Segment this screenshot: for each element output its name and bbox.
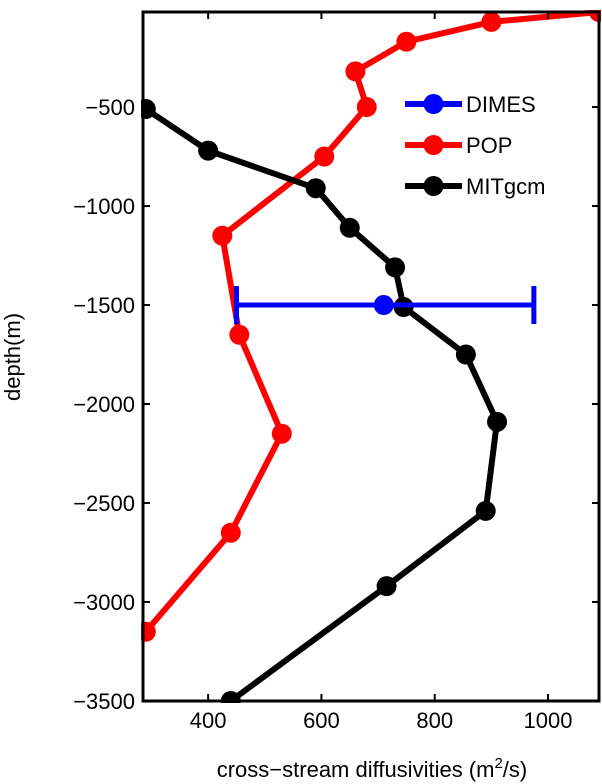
legend-swatch-marker bbox=[423, 94, 444, 114]
y-tick-label: −1000 bbox=[73, 194, 135, 219]
data-point-pop bbox=[212, 225, 233, 246]
y-tick-label: −2000 bbox=[73, 392, 135, 417]
legend-label: MITgcm bbox=[466, 174, 545, 199]
x-axis-label-sup: 2 bbox=[494, 755, 502, 772]
series-line-mitgcm bbox=[144, 106, 500, 703]
data-point-mitgcm bbox=[385, 257, 406, 278]
data-point-mitgcm bbox=[305, 178, 326, 199]
data-point-mitgcm bbox=[141, 99, 156, 120]
series-pop bbox=[141, 10, 601, 642]
axes-frame bbox=[141, 10, 601, 703]
data-point-pop bbox=[356, 97, 377, 118]
data-point-pop bbox=[345, 61, 366, 82]
data-point-pop bbox=[271, 423, 292, 444]
data-point-pop bbox=[314, 146, 335, 167]
data-point-dimes bbox=[373, 295, 394, 316]
plot-area bbox=[141, 10, 601, 703]
y-tick-label: −2500 bbox=[73, 491, 135, 516]
legend-swatch-marker bbox=[423, 176, 444, 196]
data-point-mitgcm bbox=[475, 500, 496, 521]
data-point-mitgcm bbox=[198, 140, 219, 161]
data-point-mitgcm bbox=[376, 576, 397, 597]
legend-item-dimes: DIMES bbox=[405, 92, 536, 117]
x-axis-ticks: 400 600 800 1000 bbox=[190, 12, 573, 733]
data-point-pop bbox=[229, 324, 250, 345]
y-axis-label: depth(m) bbox=[0, 313, 25, 401]
data-point-pop bbox=[481, 11, 502, 32]
x-tick-label: 1000 bbox=[524, 708, 573, 733]
series-dimes bbox=[233, 286, 537, 325]
y-tick-label: −1500 bbox=[73, 293, 135, 318]
legend-label: DIMES bbox=[466, 92, 536, 117]
y-tick-label: −3500 bbox=[73, 689, 135, 714]
data-point-mitgcm bbox=[455, 344, 476, 365]
legend-item-mitgcm: MITgcm bbox=[405, 174, 545, 199]
data-point-pop bbox=[396, 31, 417, 52]
x-tick-label: 600 bbox=[303, 708, 340, 733]
data-point-pop bbox=[141, 621, 156, 642]
legend-label: POP bbox=[466, 133, 512, 158]
series-mitgcm bbox=[141, 99, 508, 703]
x-axis-label-main: cross−stream diffusivities (m bbox=[217, 757, 495, 782]
data-point-mitgcm bbox=[339, 217, 360, 238]
x-tick-label: 800 bbox=[416, 708, 453, 733]
y-tick-label: −500 bbox=[85, 95, 135, 120]
x-axis-label-end: /s) bbox=[503, 757, 527, 782]
data-point-mitgcm bbox=[487, 411, 508, 432]
data-point-pop bbox=[220, 522, 241, 543]
x-tick-label: 400 bbox=[190, 708, 227, 733]
y-tick-label: −3000 bbox=[73, 590, 135, 615]
y-axis-ticks: −500 −1000 −1500 −2000 −2500 −3000 −3500 bbox=[73, 95, 599, 714]
legend-swatch-marker bbox=[423, 135, 444, 155]
x-axis-label: cross−stream diffusivities (m2/s) bbox=[217, 755, 528, 782]
legend: DIMES POP MITgcm bbox=[405, 92, 545, 199]
legend-item-pop: POP bbox=[405, 133, 512, 158]
